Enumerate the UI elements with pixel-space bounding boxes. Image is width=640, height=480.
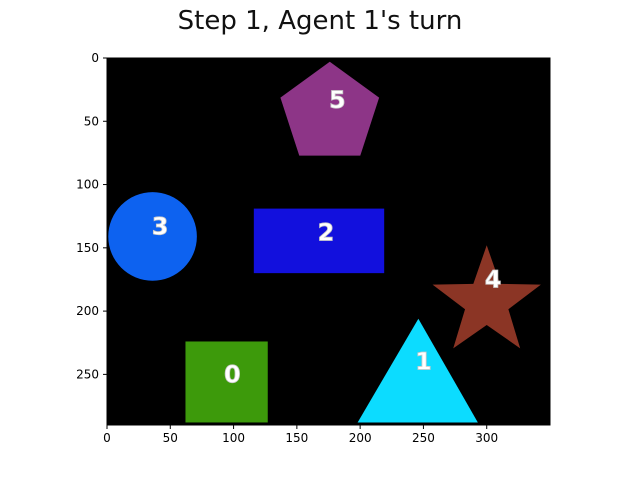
shape-square-body xyxy=(185,341,268,423)
shape-label: 4 xyxy=(485,265,502,293)
figure-title: Step 1, Agent 1's turn xyxy=(177,6,463,36)
shape-pentagon-5[interactable]: 5 xyxy=(280,61,380,156)
shape-label: 1 xyxy=(415,348,432,376)
x-tick-label: 200 xyxy=(349,431,372,445)
y-tick-label: 0 xyxy=(91,51,99,65)
shape-circle-3[interactable]: 3 xyxy=(108,192,197,281)
shape-rectangle-body xyxy=(253,208,385,274)
x-axis: 0 50 100 150 200 250 300 xyxy=(103,425,498,445)
board-frame xyxy=(106,57,551,426)
y-tick-label: 150 xyxy=(76,241,99,255)
x-tick-label: 0 xyxy=(103,431,111,445)
x-tick-label: 300 xyxy=(475,431,498,445)
x-tick-label: 50 xyxy=(163,431,178,445)
shape-circle-body xyxy=(108,192,197,281)
shape-label: 5 xyxy=(329,86,346,114)
x-tick-label: 150 xyxy=(285,431,308,445)
shape-label: 3 xyxy=(152,212,169,240)
x-tick-label: 250 xyxy=(412,431,435,445)
y-tick-label: 250 xyxy=(76,367,99,381)
shape-triangle-1[interactable]: 1 xyxy=(357,318,478,423)
shape-label: 2 xyxy=(318,219,335,247)
y-tick-label: 50 xyxy=(84,114,99,128)
shape-triangle-body xyxy=(357,318,478,423)
shape-star-4[interactable]: 4 xyxy=(432,245,541,349)
x-tick-label: 100 xyxy=(222,431,245,445)
shape-label: 0 xyxy=(224,360,241,388)
y-tick-label: 100 xyxy=(76,178,99,192)
shape-rectangle-2[interactable]: 2 xyxy=(253,208,385,274)
shape-star-body xyxy=(432,245,541,349)
y-tick-label: 200 xyxy=(76,304,99,318)
shape-square-0[interactable]: 0 xyxy=(185,341,268,423)
shape-pentagon-body xyxy=(280,61,380,156)
y-axis: 0 50 100 150 200 250 xyxy=(76,51,107,381)
shapes-layer: 0 1 2 3 4 5 xyxy=(108,61,541,423)
